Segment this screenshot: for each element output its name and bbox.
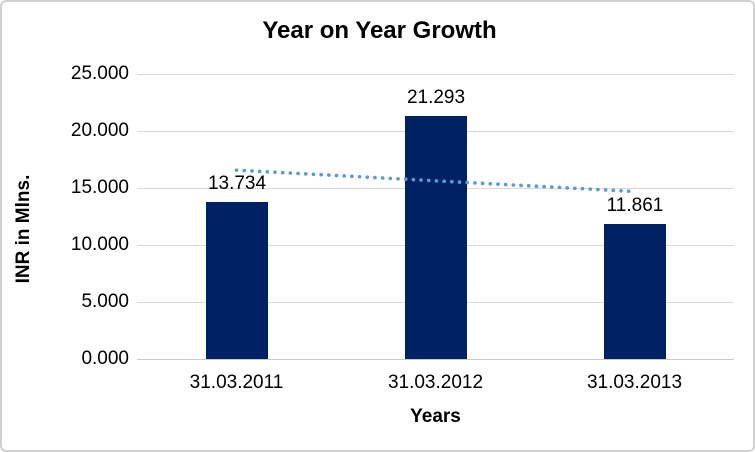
data-label: 21.293	[406, 87, 466, 108]
x-tick-label: 31.03.2012	[387, 372, 484, 393]
x-axis-title: Years	[410, 406, 461, 427]
y-tick-label: 5.000	[81, 291, 129, 312]
data-label: 11.861	[606, 195, 664, 216]
bar	[604, 224, 666, 359]
data-label: 13.734	[207, 173, 267, 194]
gridline	[137, 74, 734, 75]
x-tick-label: 31.03.2011	[189, 372, 284, 393]
x-axis-line	[137, 359, 734, 360]
y-tick-label: 25.000	[70, 63, 129, 84]
y-tick-label: 15.000	[70, 177, 129, 198]
y-tick-label: 20.000	[70, 120, 129, 141]
y-tick-label: 10.000	[70, 234, 129, 255]
x-tick-label: 31.03.2013	[586, 372, 683, 393]
y-tick-label: 0.000	[81, 348, 129, 369]
chart-title: Year on Year Growth	[262, 17, 497, 44]
bar	[206, 202, 268, 359]
y-axis-title: INR in Mlns.	[13, 174, 34, 284]
bar	[405, 116, 467, 359]
